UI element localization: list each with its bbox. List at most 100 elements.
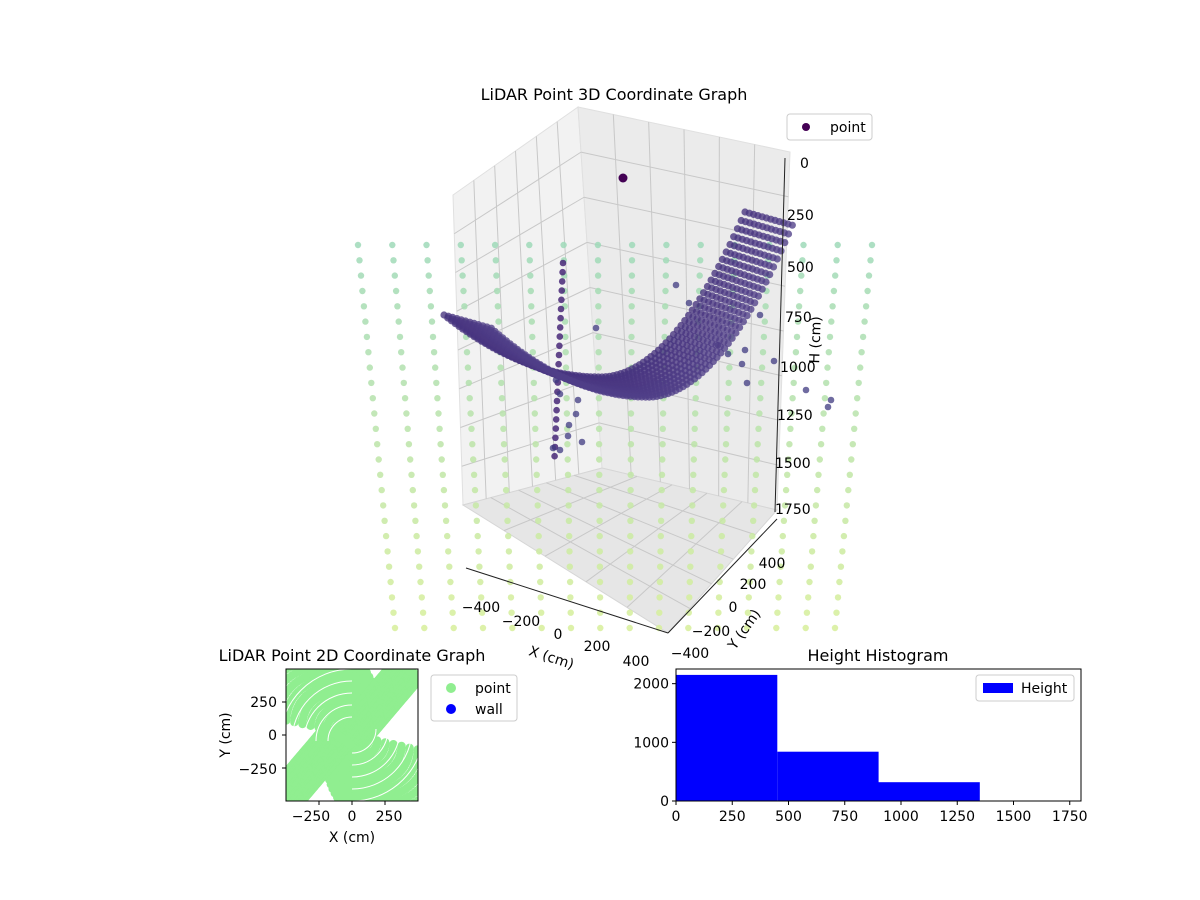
floor-point <box>834 594 842 601</box>
floor-point <box>440 486 448 494</box>
floor-point <box>498 379 505 387</box>
y-tick: 400 <box>759 556 786 572</box>
floor-point <box>387 578 394 586</box>
floor-point <box>774 609 781 616</box>
histogram-bar <box>676 674 778 801</box>
floor-point <box>816 456 823 463</box>
column-point <box>552 416 560 423</box>
floor-point <box>794 318 802 325</box>
floor-point <box>594 241 602 249</box>
floor-point <box>437 441 444 448</box>
floor-point <box>821 395 829 402</box>
point-2d <box>420 792 428 800</box>
floor-point <box>595 364 602 371</box>
point-2d <box>278 785 286 793</box>
floor-point <box>596 456 603 463</box>
floor-point <box>495 318 502 325</box>
floor-point <box>566 563 573 570</box>
floor-point <box>663 241 670 249</box>
z-tick: 1500 <box>775 456 811 472</box>
point-2d <box>286 792 287 797</box>
point-2d <box>286 782 287 785</box>
floor-point <box>538 624 545 632</box>
floor-point <box>659 441 666 448</box>
floor-point <box>536 563 543 570</box>
floor-point <box>833 609 840 616</box>
floor-point <box>448 594 455 601</box>
floor-point <box>837 563 845 570</box>
floor-point <box>715 609 722 616</box>
floor-point <box>826 333 834 341</box>
floor-point <box>503 502 510 509</box>
point-2d <box>276 775 284 783</box>
point-2d <box>276 781 284 789</box>
surface-point <box>747 305 755 313</box>
legend-histogram-label: Height <box>1021 681 1068 697</box>
floor-point <box>492 257 499 264</box>
floor-point <box>626 609 633 616</box>
grid-line <box>460 377 597 428</box>
floor-point <box>498 395 506 402</box>
floor-point <box>753 456 760 463</box>
floor-point <box>564 456 571 463</box>
floor-point <box>627 517 634 524</box>
column-point <box>559 259 567 267</box>
floor-point <box>562 333 569 341</box>
floor-point <box>468 425 475 432</box>
floor-point <box>755 425 762 432</box>
floor-point <box>687 563 694 570</box>
surface-point <box>784 230 793 238</box>
floor-point <box>831 624 839 632</box>
top-point <box>618 173 628 183</box>
scatter-point <box>549 444 557 452</box>
floor-point <box>374 441 381 448</box>
floor-point <box>758 379 765 387</box>
floor-point <box>716 578 723 586</box>
stripe-arc <box>315 704 353 742</box>
floor-point <box>461 303 468 310</box>
y-tick: −250 <box>239 762 277 778</box>
floor-point <box>459 272 466 279</box>
legend-2d-point-label: point <box>475 681 511 697</box>
floor-point <box>726 364 733 371</box>
x-axis-label-2d: X (cm) <box>329 830 375 846</box>
grid-line <box>461 422 600 467</box>
floor-point <box>864 287 871 295</box>
floor-point <box>362 318 369 325</box>
column-point <box>559 268 566 276</box>
y-tick: 250 <box>250 695 277 711</box>
floor-point <box>662 272 669 279</box>
floor-point <box>409 486 416 494</box>
point-2d <box>291 800 297 801</box>
floor-point <box>800 241 807 249</box>
floor-point <box>413 532 420 540</box>
floor-point <box>662 303 669 310</box>
floor-point <box>368 379 375 387</box>
surface-point <box>773 255 781 263</box>
column-point <box>555 351 563 359</box>
scatter-point <box>802 386 810 394</box>
floor-point <box>830 287 838 295</box>
floor-point <box>463 349 471 356</box>
floor-point <box>359 287 366 295</box>
floor-point <box>852 410 859 417</box>
floor-point <box>396 333 404 341</box>
stripe-arc <box>351 728 377 754</box>
floor-point <box>627 456 634 463</box>
floor-point <box>433 379 440 387</box>
floor-point <box>419 609 427 616</box>
floor-point <box>356 257 363 264</box>
floor-point <box>562 349 569 356</box>
scatter-point <box>738 360 746 368</box>
legend-2d: point wall <box>430 674 518 722</box>
y-tick: 0 <box>660 794 669 810</box>
histogram-title: Height Histogram <box>808 646 949 665</box>
floor-point <box>757 395 764 402</box>
point-2d <box>420 802 428 810</box>
floor-point <box>354 241 362 249</box>
floor-point <box>563 410 571 417</box>
column-points <box>551 259 567 460</box>
legend-histogram-box <box>975 674 1075 702</box>
floor-point <box>405 441 413 448</box>
floor-point <box>658 502 665 509</box>
